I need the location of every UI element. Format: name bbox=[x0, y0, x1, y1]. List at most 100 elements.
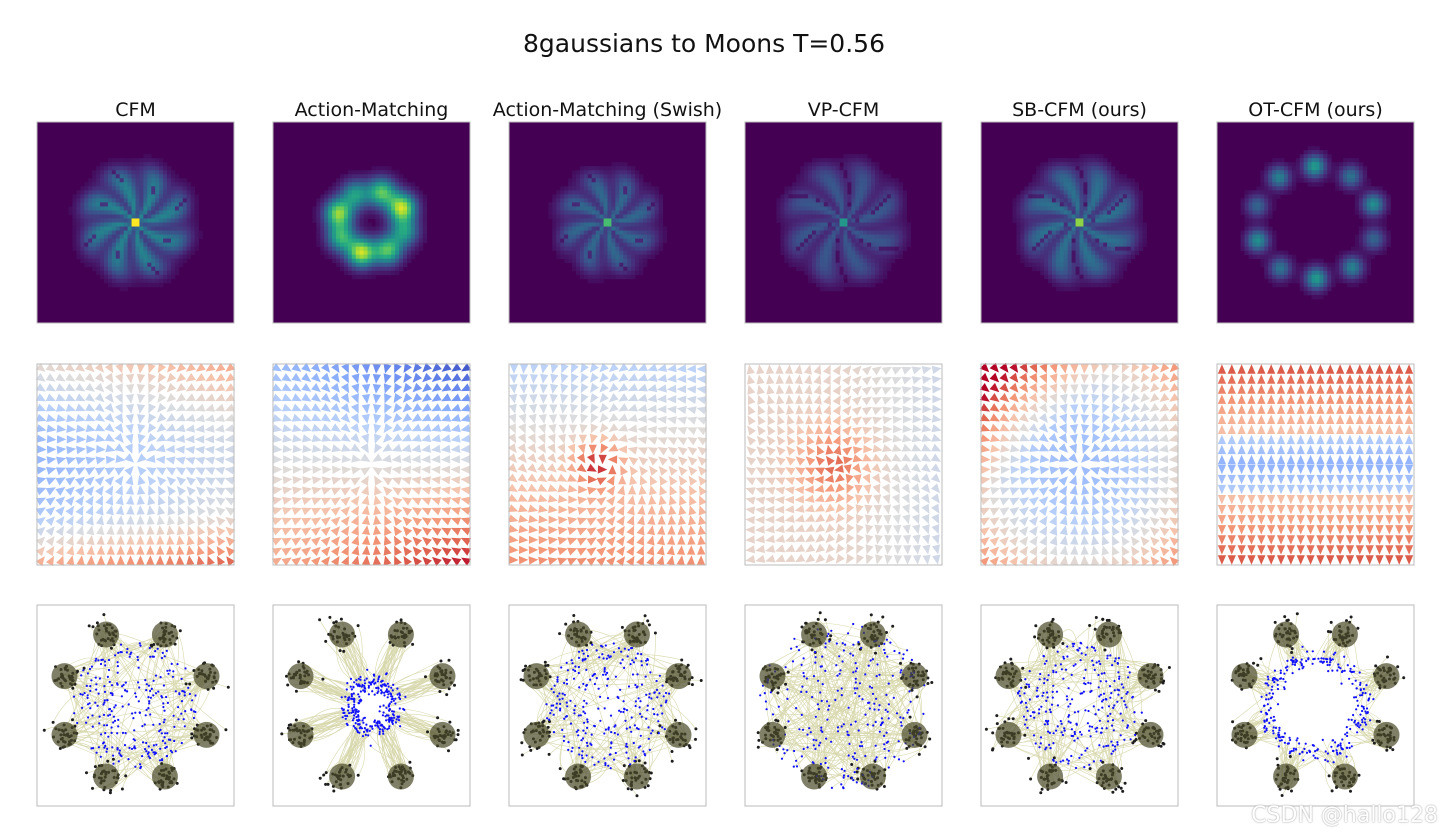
heatmap-cell bbox=[143, 278, 148, 284]
vector-arrow bbox=[639, 475, 648, 486]
vector-arrow bbox=[550, 363, 559, 374]
vector-arrow bbox=[186, 535, 195, 546]
heatmap-cell bbox=[371, 266, 376, 272]
vector-arrow bbox=[45, 393, 56, 402]
vector-arrow bbox=[421, 455, 431, 464]
vector-arrow bbox=[46, 466, 57, 475]
heatmap-cell bbox=[103, 190, 109, 195]
heatmap-cell bbox=[418, 210, 424, 215]
heatmap-cell bbox=[387, 190, 392, 195]
heatmap-cell bbox=[100, 178, 105, 183]
end-point bbox=[94, 676, 97, 679]
vector-arrow bbox=[175, 467, 186, 476]
vector-arrow bbox=[374, 475, 383, 486]
vector-arrow bbox=[321, 487, 332, 495]
heatmap-cell bbox=[119, 246, 125, 252]
heatmap-cell bbox=[351, 174, 357, 179]
heatmap-cell bbox=[339, 230, 345, 235]
vector-arrow bbox=[66, 555, 75, 566]
start-point bbox=[424, 675, 427, 679]
heatmap-cell bbox=[639, 254, 644, 260]
trajectory-path bbox=[111, 643, 158, 686]
heatmap-cell bbox=[552, 242, 557, 248]
heatmap-cell bbox=[123, 174, 129, 179]
heatmap-cell bbox=[351, 194, 357, 199]
heatmap-cell bbox=[339, 226, 345, 231]
heatmap-cell bbox=[115, 186, 121, 191]
end-point bbox=[390, 686, 393, 689]
heatmap-cell bbox=[410, 206, 416, 211]
vector-arrow bbox=[637, 425, 647, 434]
vector-arrow bbox=[106, 515, 115, 525]
vector-arrow bbox=[75, 495, 84, 506]
vector-arrow bbox=[291, 373, 302, 382]
heatmap-cell bbox=[406, 198, 412, 203]
vector-arrow bbox=[527, 473, 538, 483]
heatmap-cell bbox=[127, 206, 132, 211]
vector-arrow bbox=[205, 393, 216, 402]
vector-arrow bbox=[330, 392, 341, 403]
end-point bbox=[380, 692, 383, 695]
heatmap-cell bbox=[194, 214, 199, 219]
end-point bbox=[120, 695, 123, 698]
vector-arrow bbox=[596, 506, 607, 516]
vector-arrow bbox=[65, 515, 74, 526]
column-title-cfm: CFM bbox=[115, 99, 156, 121]
heatmap-cell bbox=[627, 234, 632, 239]
heatmap-cell bbox=[80, 226, 85, 231]
heatmap-cell bbox=[155, 174, 160, 179]
end-point bbox=[136, 658, 140, 662]
heatmap-cell bbox=[564, 218, 569, 223]
vector-arrow bbox=[658, 495, 667, 506]
heatmap-cell bbox=[151, 246, 156, 252]
vector-arrow bbox=[596, 536, 607, 547]
end-point bbox=[128, 655, 131, 658]
vector-arrow bbox=[580, 383, 589, 394]
heatmap-cell bbox=[347, 202, 353, 207]
vector-arrow bbox=[301, 537, 312, 546]
heatmap-cell bbox=[623, 226, 628, 231]
heatmap-cell bbox=[351, 186, 357, 191]
heatmap-cell bbox=[583, 178, 589, 183]
end-point bbox=[94, 701, 97, 704]
figure-title: 8gaussians to Moons T=0.56 bbox=[523, 29, 885, 58]
heatmap-cell bbox=[556, 246, 561, 252]
heatmap-cell bbox=[131, 186, 136, 191]
vector-arrow bbox=[432, 362, 442, 373]
vector-arrow bbox=[75, 486, 85, 496]
end-point bbox=[133, 729, 136, 732]
heatmap-cell bbox=[131, 238, 136, 243]
vector-arrow bbox=[518, 514, 529, 523]
end-point bbox=[180, 712, 183, 715]
vector-arrow bbox=[302, 486, 312, 495]
vector-arrow bbox=[104, 433, 115, 442]
vector-arrow bbox=[55, 506, 65, 516]
heatmap-cell bbox=[135, 206, 140, 211]
vector-arrow bbox=[116, 535, 125, 545]
heatmap-cell bbox=[642, 214, 648, 219]
start-point bbox=[71, 686, 75, 690]
end-point bbox=[116, 683, 119, 686]
vector-arrow bbox=[224, 413, 235, 422]
vector-arrow bbox=[302, 444, 313, 453]
heatmap-cell bbox=[599, 230, 604, 235]
heatmap-cell bbox=[619, 186, 624, 191]
vector-arrow bbox=[341, 545, 349, 556]
vector-arrow bbox=[391, 454, 402, 463]
heatmap-cell bbox=[560, 238, 565, 243]
vector-arrow bbox=[281, 527, 292, 536]
heatmap-cell bbox=[631, 178, 636, 183]
end-point bbox=[365, 677, 368, 680]
heatmap-cell bbox=[556, 222, 561, 227]
heatmap-cell bbox=[575, 266, 581, 272]
heatmap-cell bbox=[88, 250, 93, 256]
heatmap-cell bbox=[367, 258, 372, 264]
vector-arrow bbox=[340, 433, 351, 442]
heatmap-cell bbox=[123, 266, 129, 272]
heatmap-cell bbox=[194, 238, 199, 243]
heatmap-cell bbox=[72, 246, 77, 252]
heatmap-cell bbox=[363, 222, 368, 227]
heatmap-cell bbox=[410, 198, 416, 203]
heatmap-cell bbox=[194, 210, 199, 215]
